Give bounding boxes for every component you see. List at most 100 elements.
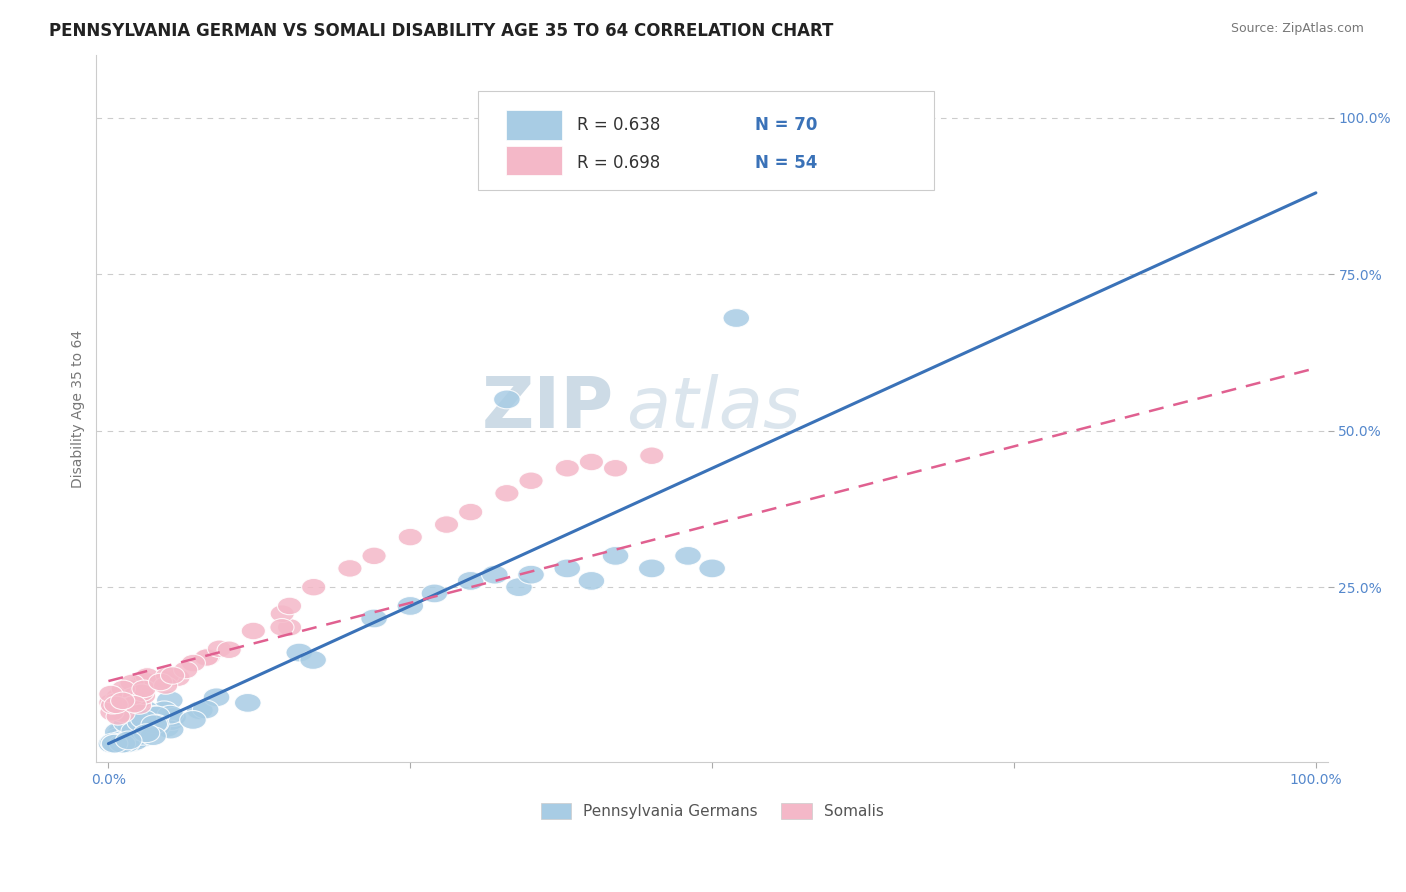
Ellipse shape xyxy=(217,641,242,658)
Ellipse shape xyxy=(555,459,579,477)
Ellipse shape xyxy=(361,609,387,628)
Ellipse shape xyxy=(122,723,148,741)
Ellipse shape xyxy=(640,447,664,465)
Ellipse shape xyxy=(675,547,702,566)
Ellipse shape xyxy=(602,547,628,566)
Ellipse shape xyxy=(122,719,149,738)
Ellipse shape xyxy=(422,584,447,603)
Ellipse shape xyxy=(120,674,145,691)
Ellipse shape xyxy=(112,731,139,750)
Ellipse shape xyxy=(105,728,131,747)
Ellipse shape xyxy=(603,459,627,477)
Ellipse shape xyxy=(108,723,134,741)
Ellipse shape xyxy=(517,566,544,584)
Ellipse shape xyxy=(159,712,184,731)
Ellipse shape xyxy=(160,666,184,684)
Ellipse shape xyxy=(166,669,190,687)
Text: R = 0.698: R = 0.698 xyxy=(576,153,659,171)
Ellipse shape xyxy=(104,723,131,741)
Ellipse shape xyxy=(108,731,134,750)
Ellipse shape xyxy=(121,722,148,740)
Ellipse shape xyxy=(129,726,156,745)
Text: ZIP: ZIP xyxy=(481,375,613,443)
Ellipse shape xyxy=(98,694,122,711)
Ellipse shape xyxy=(127,714,153,732)
Ellipse shape xyxy=(579,453,603,471)
Ellipse shape xyxy=(122,688,146,705)
Ellipse shape xyxy=(193,700,219,719)
Ellipse shape xyxy=(100,733,127,752)
Ellipse shape xyxy=(699,559,725,578)
Ellipse shape xyxy=(111,692,135,710)
Ellipse shape xyxy=(134,715,160,734)
Ellipse shape xyxy=(100,697,125,714)
Ellipse shape xyxy=(120,721,146,739)
Ellipse shape xyxy=(157,706,184,724)
Ellipse shape xyxy=(270,618,294,636)
Ellipse shape xyxy=(270,605,294,623)
Ellipse shape xyxy=(156,691,183,710)
Ellipse shape xyxy=(578,572,605,591)
Ellipse shape xyxy=(285,643,312,662)
Ellipse shape xyxy=(127,713,153,731)
Ellipse shape xyxy=(143,717,170,737)
Ellipse shape xyxy=(242,623,266,640)
Ellipse shape xyxy=(132,708,159,727)
Ellipse shape xyxy=(131,674,155,691)
Ellipse shape xyxy=(458,503,482,521)
Ellipse shape xyxy=(194,648,218,666)
Ellipse shape xyxy=(495,484,519,502)
Ellipse shape xyxy=(98,734,125,753)
Ellipse shape xyxy=(150,701,177,720)
Ellipse shape xyxy=(132,680,156,698)
Ellipse shape xyxy=(108,690,134,707)
Ellipse shape xyxy=(129,684,155,701)
Ellipse shape xyxy=(235,693,262,713)
Ellipse shape xyxy=(141,714,167,733)
Ellipse shape xyxy=(141,706,167,724)
Ellipse shape xyxy=(160,707,187,726)
Ellipse shape xyxy=(195,648,221,665)
Ellipse shape xyxy=(277,618,302,636)
Ellipse shape xyxy=(100,704,124,721)
Ellipse shape xyxy=(457,572,484,591)
Ellipse shape xyxy=(120,733,146,752)
Ellipse shape xyxy=(111,705,135,723)
Text: PENNSYLVANIA GERMAN VS SOMALI DISABILITY AGE 35 TO 64 CORRELATION CHART: PENNSYLVANIA GERMAN VS SOMALI DISABILITY… xyxy=(49,22,834,40)
Ellipse shape xyxy=(122,725,149,744)
Ellipse shape xyxy=(114,734,141,753)
Ellipse shape xyxy=(101,734,128,753)
Ellipse shape xyxy=(118,680,142,698)
Ellipse shape xyxy=(143,706,170,725)
Ellipse shape xyxy=(173,661,198,679)
Ellipse shape xyxy=(187,701,214,720)
Ellipse shape xyxy=(104,696,128,714)
Ellipse shape xyxy=(481,566,508,584)
Text: R = 0.638: R = 0.638 xyxy=(576,116,659,134)
Ellipse shape xyxy=(153,719,180,738)
Legend: Pennsylvania Germans, Somalis: Pennsylvania Germans, Somalis xyxy=(534,797,890,825)
Ellipse shape xyxy=(299,650,326,669)
Ellipse shape xyxy=(111,681,135,698)
Ellipse shape xyxy=(135,668,159,685)
Ellipse shape xyxy=(134,673,157,690)
Ellipse shape xyxy=(157,720,184,739)
Ellipse shape xyxy=(361,547,387,565)
Ellipse shape xyxy=(131,710,157,729)
Ellipse shape xyxy=(153,677,177,694)
Ellipse shape xyxy=(506,578,533,597)
Ellipse shape xyxy=(115,725,142,744)
Ellipse shape xyxy=(277,597,302,615)
Ellipse shape xyxy=(554,559,581,578)
Ellipse shape xyxy=(398,528,422,546)
Ellipse shape xyxy=(139,727,166,746)
Text: atlas: atlas xyxy=(626,375,800,443)
Ellipse shape xyxy=(122,731,149,750)
Ellipse shape xyxy=(134,723,160,743)
Ellipse shape xyxy=(152,671,176,689)
Ellipse shape xyxy=(494,390,520,409)
Ellipse shape xyxy=(396,597,423,615)
Ellipse shape xyxy=(98,685,122,703)
Ellipse shape xyxy=(128,692,152,710)
Ellipse shape xyxy=(105,707,131,725)
